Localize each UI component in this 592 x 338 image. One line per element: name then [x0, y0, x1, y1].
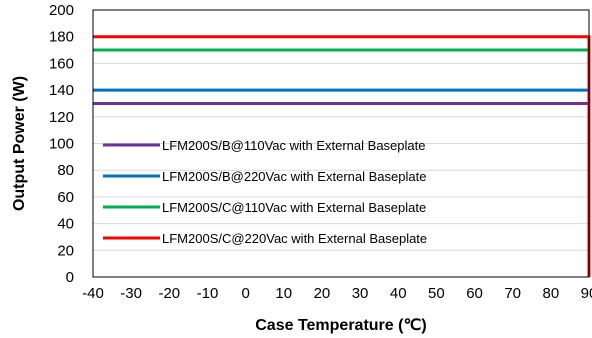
- y-tick-label: 200: [49, 2, 74, 19]
- x-axis-ticks: -40 -30 -20 -10 0 10 20 30 40 50 60 70 80 90: [82, 285, 592, 302]
- legend: LFM200S/B@110Vac with External Baseplate…: [103, 138, 427, 246]
- y-tick-label: 160: [49, 55, 74, 72]
- x-tick-label: 10: [275, 285, 292, 302]
- x-tick-label: 70: [504, 285, 521, 302]
- y-axis-title: Output Power (W): [11, 76, 28, 211]
- x-tick-label: 30: [352, 285, 369, 302]
- y-tick-label: 40: [57, 216, 74, 233]
- x-tick-label: 20: [314, 285, 331, 302]
- legend-label: LFM200S/B@110Vac with External Baseplate: [162, 138, 425, 153]
- y-tick-label: 120: [49, 109, 74, 126]
- x-tick-label: 80: [543, 285, 560, 302]
- legend-label: LFM200S/C@110Vac with External Baseplate: [162, 200, 426, 215]
- x-tick-label: 50: [428, 285, 445, 302]
- legend-label: LFM200S/B@220Vac with External Baseplate: [162, 169, 426, 184]
- y-tick-label: 140: [49, 82, 74, 99]
- x-tick-label: 60: [466, 285, 483, 302]
- x-axis-title: Case Temperature (℃): [255, 317, 427, 334]
- legend-label: LFM200S/C@220Vac with External Baseplate: [162, 231, 427, 246]
- x-tick-label: -20: [158, 285, 180, 302]
- y-tick-label: 60: [57, 189, 74, 206]
- x-tick-label: 0: [241, 285, 249, 302]
- legend-item: LFM200S/C@110Vac with External Baseplate: [103, 200, 426, 215]
- legend-item: LFM200S/B@110Vac with External Baseplate: [103, 138, 425, 153]
- x-tick-label: -10: [197, 285, 219, 302]
- y-tick-label: 180: [49, 29, 74, 46]
- y-axis-ticks: 0 20 40 60 80 100 120 140 160 180 200: [49, 2, 74, 286]
- y-tick-label: 100: [49, 136, 74, 153]
- legend-item: LFM200S/B@220Vac with External Baseplate: [103, 169, 426, 184]
- y-tick-label: 80: [57, 162, 74, 179]
- y-tick-label: 0: [66, 269, 74, 286]
- x-tick-label: -40: [82, 285, 104, 302]
- y-tick-label: 20: [57, 242, 74, 259]
- plot-frame: [92, 9, 590, 278]
- x-tick-label: 40: [390, 285, 407, 302]
- x-tick-label: 90: [581, 285, 592, 302]
- legend-item: LFM200S/C@220Vac with External Baseplate: [103, 231, 427, 246]
- x-tick-label: -30: [120, 285, 142, 302]
